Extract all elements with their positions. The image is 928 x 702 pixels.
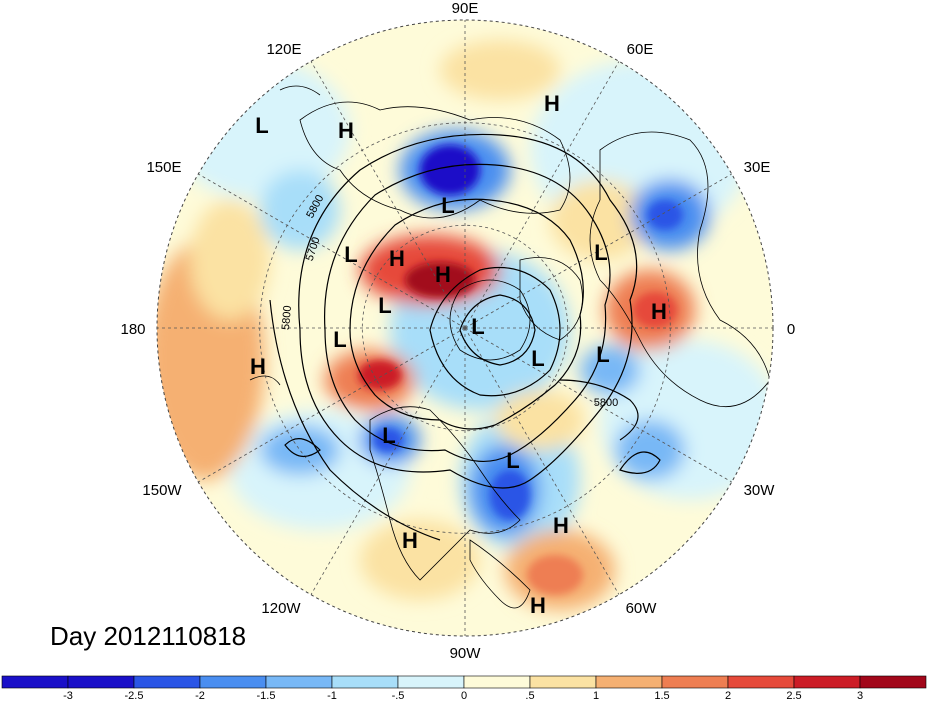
colorbar-swatch <box>661 675 729 689</box>
colorbar-swatch <box>397 675 465 689</box>
pressure-centers: L H H L L H H L L H L L H L L L H H L H <box>250 91 667 618</box>
pressure-center-label: L <box>471 314 484 339</box>
pressure-center-label: H <box>435 262 451 287</box>
colorbar-swatch <box>199 675 267 689</box>
pressure-center-label: L <box>255 113 268 138</box>
pressure-center-label: H <box>402 528 418 553</box>
colorbar-tick-label: -3 <box>63 690 73 702</box>
colorbar-swatch <box>463 675 531 689</box>
colorbar-tick-label: 2 <box>725 690 731 702</box>
colorbar-swatch <box>133 675 201 689</box>
pressure-center-label: L <box>333 327 346 352</box>
lon-label: 0 <box>787 321 795 338</box>
pressure-center-label: L <box>441 193 454 218</box>
colorbar-swatch <box>727 675 795 689</box>
pressure-center-label: H <box>530 593 546 618</box>
colorbar-swatch <box>67 675 135 689</box>
colorbar-tick-label: 0 <box>461 690 467 702</box>
colorbar-tick-label: 2.5 <box>786 690 801 702</box>
colorbar-swatch <box>529 675 597 689</box>
colorbar-swatch <box>859 675 927 689</box>
height-contours <box>269 133 661 541</box>
pressure-center-label: L <box>344 242 357 267</box>
map-boundary <box>156 19 774 637</box>
pressure-center-label: L <box>596 342 609 367</box>
colorbar-tick-label: -2 <box>195 690 205 702</box>
lon-label: 30W <box>744 482 776 499</box>
pressure-center-label: L <box>531 346 544 371</box>
lon-label: 90E <box>452 0 479 17</box>
contour-labels: 5800 5700 5800 5800 <box>280 193 618 409</box>
colorbar-swatch <box>1 675 69 689</box>
colorbar-tick-label: -.5 <box>392 690 405 702</box>
pressure-center-label: L <box>378 293 391 318</box>
pressure-center-label: H <box>389 246 405 271</box>
lon-label: 90W <box>450 645 482 662</box>
lon-label: 60E <box>627 41 654 58</box>
pressure-center-label: L <box>506 448 519 473</box>
colorbar-tick-label: .5 <box>525 690 534 702</box>
colorbar-tick-label: -2.5 <box>125 690 144 702</box>
colorbar-tick-label: 1 <box>593 690 599 702</box>
lon-label: 30E <box>744 159 771 176</box>
lon-label: 60W <box>626 600 658 617</box>
lon-label: 120W <box>261 600 301 617</box>
colorbar-swatch <box>331 675 399 689</box>
colorbar-tick-label: -1 <box>327 690 337 702</box>
plot-title: Day 2012110818 <box>50 621 246 651</box>
pressure-center-label: H <box>651 299 667 324</box>
pressure-center-label: L <box>594 240 607 265</box>
pressure-center-label: L <box>382 423 395 448</box>
pressure-center-label: H <box>338 118 354 143</box>
colorbar-swatch <box>595 675 663 689</box>
colorbar: -3 -2.5 -2 -1.5 -1 -.5 0 .5 1 1.5 2 2.5 3 <box>1 675 927 702</box>
lon-label: 150W <box>142 482 182 499</box>
lon-label: 150E <box>146 159 181 176</box>
colorbar-tick-label: 3 <box>857 690 863 702</box>
contour-label: 5800 <box>594 397 618 409</box>
colorbar-tick-label: 1.5 <box>654 690 669 702</box>
colorbar-swatch <box>265 675 333 689</box>
lon-label: 120E <box>266 41 301 58</box>
lon-label: 180 <box>120 321 145 338</box>
colorbar-tick-label: -1.5 <box>257 690 276 702</box>
longitude-labels: 90E 60E 30E 0 30W 60W 90W 120W 150W 180 … <box>120 0 795 662</box>
pressure-center-label: H <box>250 354 266 379</box>
pressure-center-label: H <box>553 513 569 538</box>
graticule <box>157 20 773 636</box>
colorbar-swatch <box>793 675 861 689</box>
contour-label: 5800 <box>280 305 294 330</box>
pressure-center-label: H <box>544 91 560 116</box>
